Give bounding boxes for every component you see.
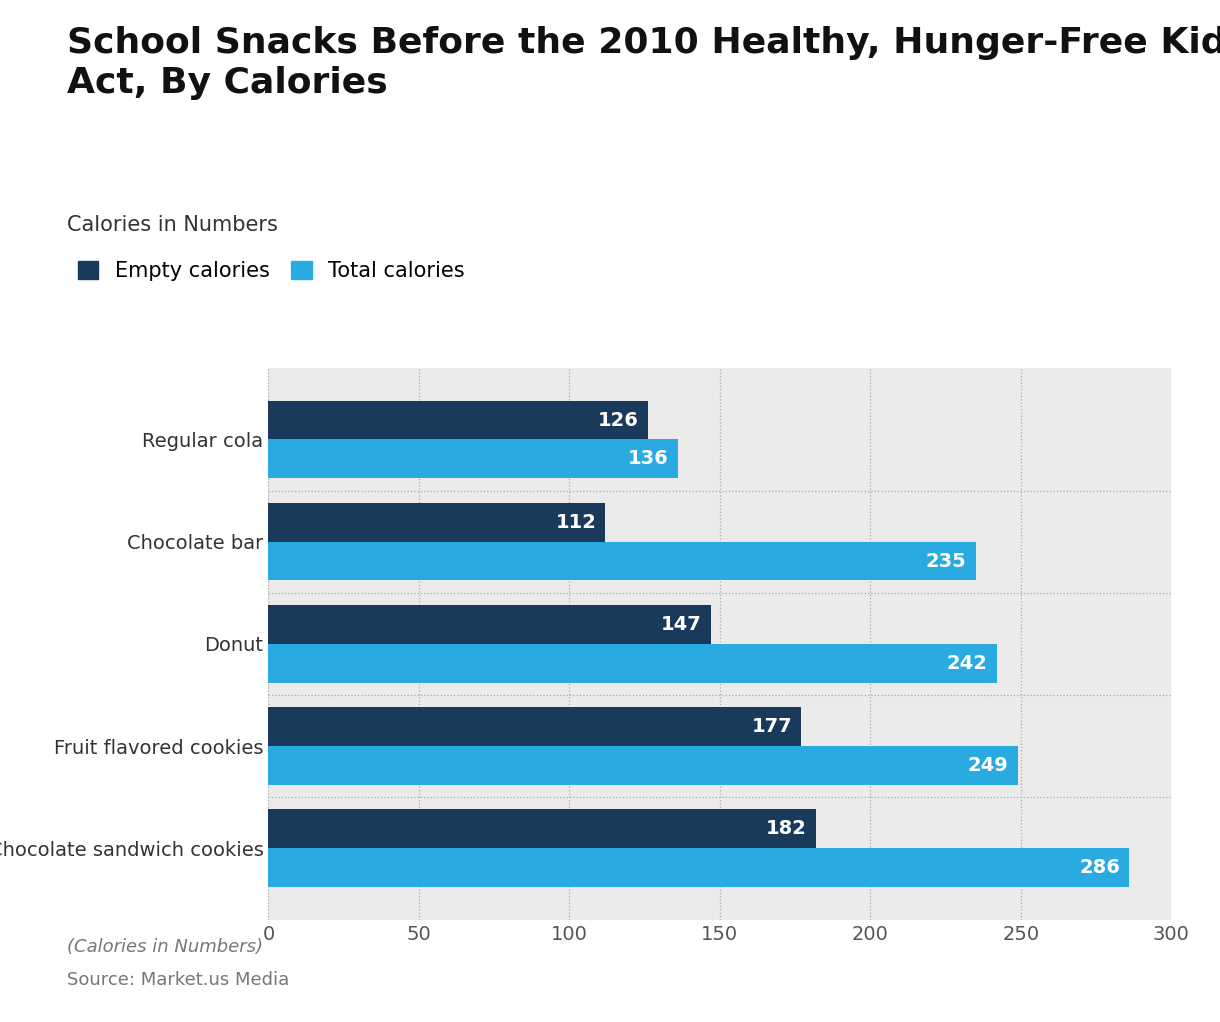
Text: School Snacks Before the 2010 Healthy, Hunger-Free Kids
Act, By Calories: School Snacks Before the 2010 Healthy, H… <box>67 26 1220 100</box>
Bar <box>268 605 711 644</box>
Text: 249: 249 <box>967 756 1009 775</box>
Bar <box>268 746 1017 785</box>
Bar <box>268 542 976 580</box>
Text: 235: 235 <box>926 552 966 570</box>
Text: 147: 147 <box>661 615 701 634</box>
Text: (Calories in Numbers): (Calories in Numbers) <box>67 937 264 956</box>
Legend: Empty calories, Total calories: Empty calories, Total calories <box>78 261 465 281</box>
Text: 182: 182 <box>766 820 808 838</box>
Text: Calories in Numbers: Calories in Numbers <box>67 215 278 235</box>
Bar <box>268 707 802 746</box>
Text: 126: 126 <box>598 411 638 429</box>
Bar <box>268 644 997 683</box>
Text: 286: 286 <box>1080 858 1120 877</box>
Text: 242: 242 <box>947 654 988 672</box>
Text: Source: Market.us Media: Source: Market.us Media <box>67 971 289 989</box>
Bar <box>268 439 677 478</box>
Bar <box>268 401 648 439</box>
Bar <box>268 809 816 848</box>
Bar <box>268 503 605 542</box>
Text: 177: 177 <box>752 717 792 736</box>
Bar <box>268 848 1128 887</box>
Text: 136: 136 <box>628 450 669 468</box>
Text: 112: 112 <box>555 513 597 531</box>
